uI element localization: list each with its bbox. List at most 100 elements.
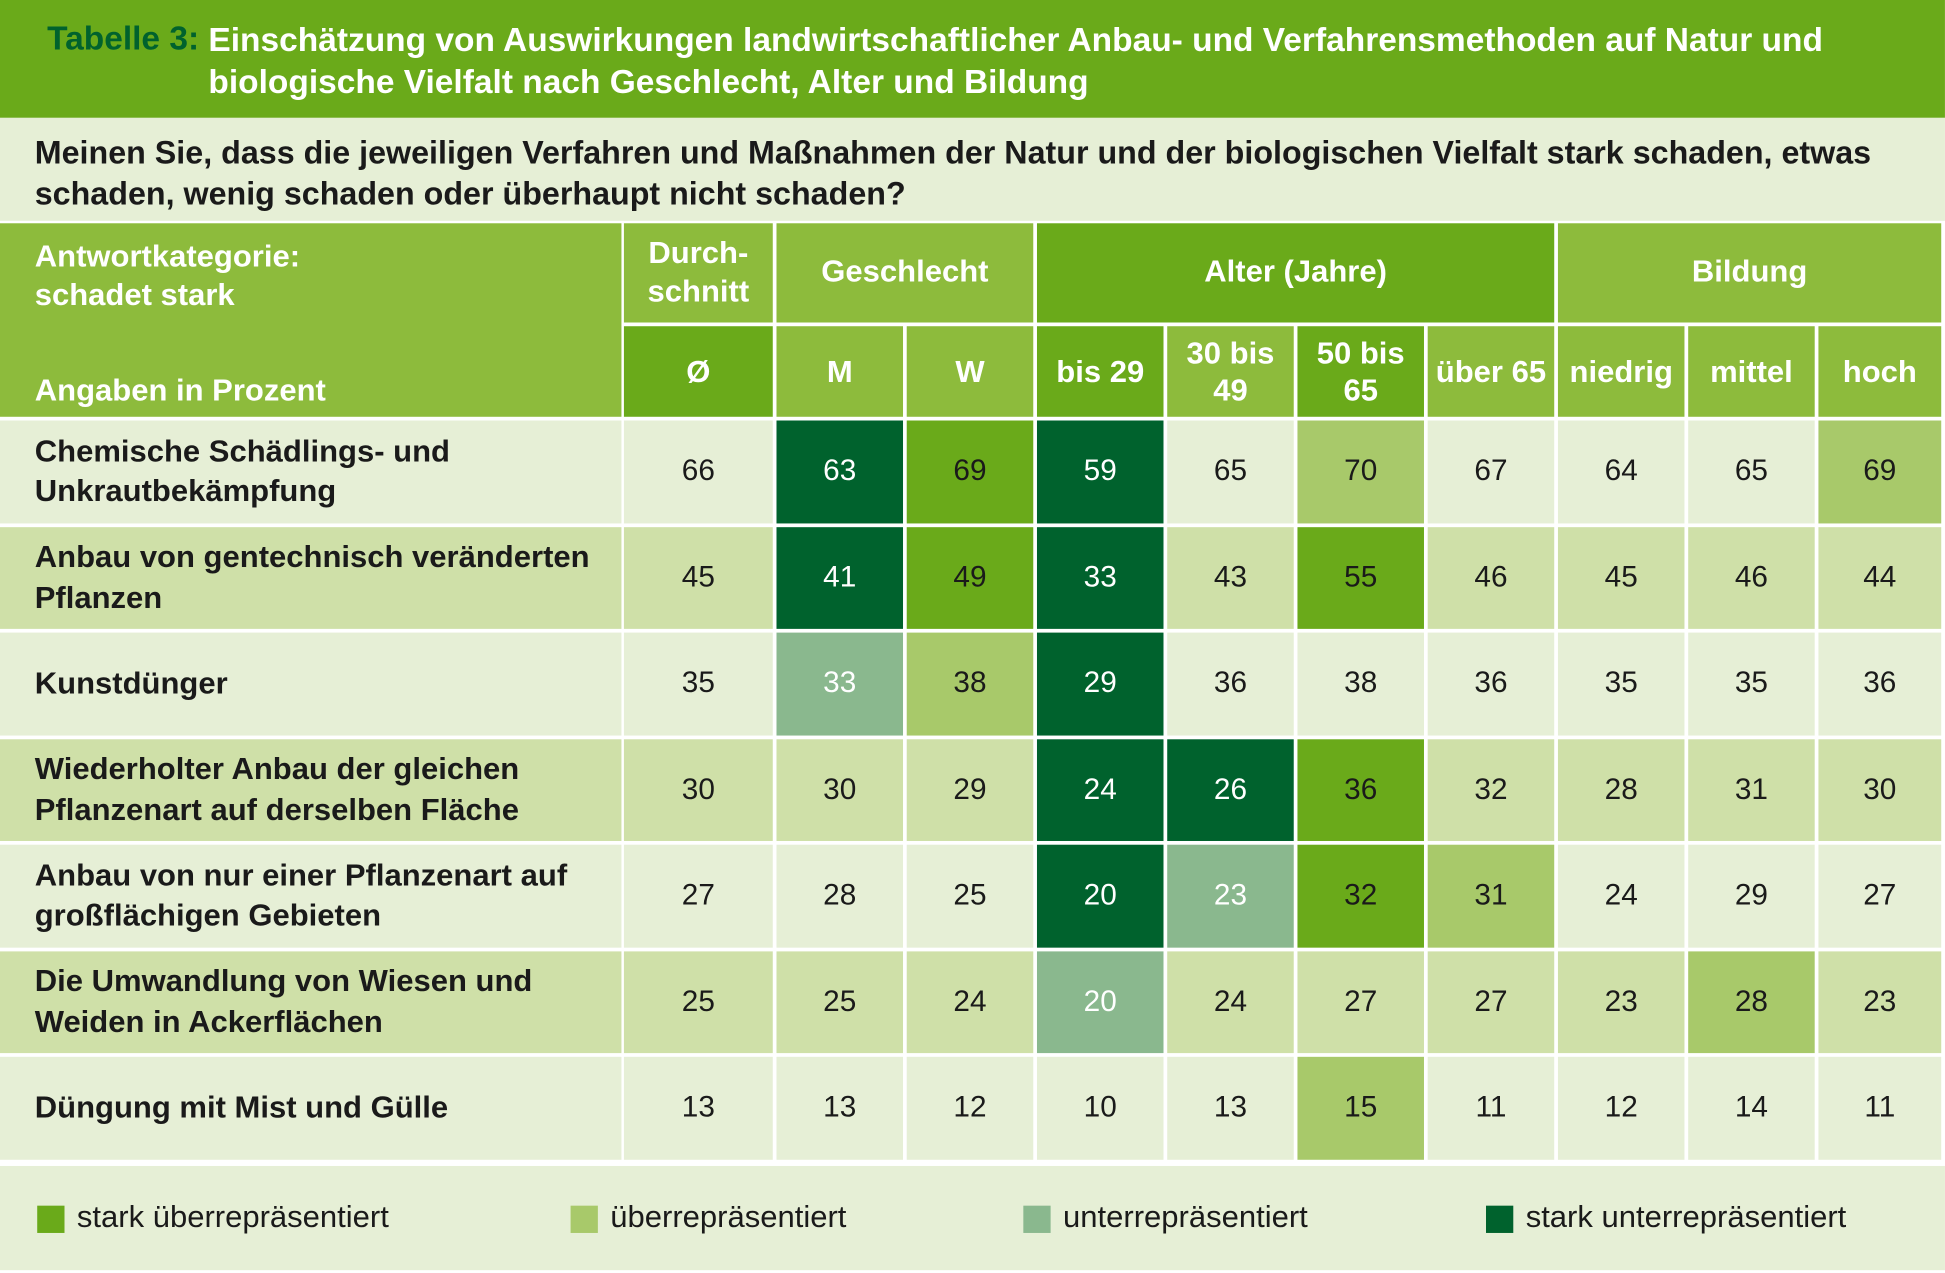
- value-cell: 38: [1297, 632, 1424, 735]
- value-cell: 44: [1818, 526, 1942, 629]
- legend-label: überrepräsentiert: [610, 1199, 847, 1235]
- group-header: Geschlecht: [776, 223, 1034, 323]
- corner-unit: Angaben in Prozent: [34, 373, 326, 409]
- value-cell: 20: [1036, 844, 1164, 948]
- value-cell: 49: [906, 526, 1034, 629]
- value-cell: 23: [1167, 844, 1294, 948]
- value-cell: 31: [1427, 844, 1555, 948]
- column-header: über 65: [1427, 326, 1555, 417]
- group-header: Durch­schnitt: [623, 223, 773, 323]
- value-cell: 63: [776, 420, 904, 523]
- row-label: Anbau von gentechnisch veränderten Pflan…: [0, 526, 622, 629]
- legend-label: stark überrepräsentiert: [76, 1199, 389, 1235]
- value-cell: 13: [776, 1056, 904, 1160]
- legend-swatch: [37, 1205, 65, 1233]
- value-cell: 11: [1818, 1056, 1942, 1160]
- value-cell: 23: [1557, 950, 1685, 1054]
- row-label: Anbau von nur einer Pflanzenart auf groß…: [0, 844, 622, 948]
- value-cell: 24: [1557, 844, 1685, 948]
- table-title: Einschätzung von Auswirkungen landwirtsc…: [208, 21, 1823, 101]
- value-cell: 67: [1427, 420, 1555, 523]
- value-cell: 65: [1688, 420, 1815, 523]
- row-label: Kunstdünger: [0, 632, 622, 735]
- value-cell: 20: [1036, 950, 1164, 1054]
- value-cell: 14: [1688, 1056, 1815, 1160]
- group-header: Bildung: [1557, 223, 1942, 323]
- column-header: W: [906, 326, 1034, 417]
- title-bar: Tabelle 3: Einschätzung von Auswirkungen…: [0, 0, 1945, 118]
- row-label: Düngung mit Mist und Gülle: [0, 1056, 622, 1160]
- value-cell: 30: [1818, 738, 1942, 841]
- value-cell: 10: [1036, 1056, 1164, 1160]
- value-cell: 26: [1167, 738, 1294, 841]
- value-cell: 32: [1427, 738, 1555, 841]
- legend-swatch: [570, 1205, 598, 1233]
- value-cell: 27: [1818, 844, 1942, 948]
- value-cell: 32: [1297, 844, 1424, 948]
- group-header: Alter (Jahre): [1036, 223, 1555, 323]
- column-header: 30 bis 49: [1167, 326, 1294, 417]
- row-label: Wiederholter Anbau der gleichen Pflanzen…: [0, 738, 622, 841]
- value-cell: 29: [1688, 844, 1815, 948]
- value-cell: 15: [1297, 1056, 1424, 1160]
- question: Meinen Sie, dass die jeweiligen Verfahre…: [0, 117, 1945, 221]
- value-cell: 13: [1167, 1056, 1294, 1160]
- value-cell: 35: [1688, 632, 1815, 735]
- value-cell: 13: [623, 1056, 773, 1160]
- value-cell: 36: [1167, 632, 1294, 735]
- value-cell: 24: [1036, 738, 1164, 841]
- value-cell: 23: [1818, 950, 1942, 1054]
- value-cell: 11: [1427, 1056, 1555, 1160]
- value-cell: 59: [1036, 420, 1164, 523]
- value-cell: 30: [623, 738, 773, 841]
- value-cell: 24: [1167, 950, 1294, 1054]
- value-cell: 30: [776, 738, 904, 841]
- column-header: hoch: [1818, 326, 1942, 417]
- value-cell: 12: [906, 1056, 1034, 1160]
- value-cell: 46: [1427, 526, 1555, 629]
- value-cell: 29: [1036, 632, 1164, 735]
- table-label: Tabelle 3:: [47, 19, 200, 58]
- value-cell: 36: [1818, 632, 1942, 735]
- row-label: Chemische Schädlings- und Unkrautbekämpf…: [0, 420, 622, 523]
- legend-swatch: [1485, 1205, 1514, 1233]
- value-cell: 27: [1297, 950, 1424, 1054]
- value-cell: 25: [623, 950, 773, 1054]
- value-cell: 24: [906, 950, 1034, 1054]
- value-cell: 43: [1167, 526, 1294, 629]
- value-cell: 28: [1688, 950, 1815, 1054]
- value-cell: 12: [1557, 1056, 1685, 1160]
- value-cell: 45: [623, 526, 773, 629]
- column-header: bis 29: [1036, 326, 1164, 417]
- value-cell: 35: [623, 632, 773, 735]
- value-cell: 25: [776, 950, 904, 1054]
- value-cell: 29: [906, 738, 1034, 841]
- value-cell: 45: [1557, 526, 1685, 629]
- row-label: Die Umwandlung von Wiesen und Weiden in …: [0, 950, 622, 1054]
- legend: stark überrepräsentiert überrepräsentiert…: [0, 1165, 1945, 1271]
- column-header: 50 bis 65: [1297, 326, 1424, 417]
- column-header: M: [776, 326, 904, 417]
- value-cell: 64: [1557, 420, 1685, 523]
- value-cell: 69: [1818, 420, 1942, 523]
- value-cell: 33: [776, 632, 904, 735]
- column-header: niedrig: [1557, 326, 1685, 417]
- value-cell: 25: [906, 844, 1034, 948]
- legend-swatch: [1023, 1205, 1051, 1233]
- value-cell: 55: [1297, 526, 1424, 629]
- value-cell: 66: [623, 420, 773, 523]
- value-cell: 70: [1297, 420, 1424, 523]
- value-cell: 38: [906, 632, 1034, 735]
- value-cell: 31: [1688, 738, 1815, 841]
- value-cell: 28: [1557, 738, 1685, 841]
- value-cell: 33: [1036, 526, 1164, 629]
- corner-category: Antwortkategorie: schadet stark: [34, 239, 301, 313]
- column-header: mittel: [1688, 326, 1815, 417]
- value-cell: 35: [1557, 632, 1685, 735]
- legend-label: unterrepräsentiert: [1063, 1199, 1308, 1235]
- value-cell: 27: [623, 844, 773, 948]
- corner-cell: Antwortkategorie: schadet stark Angaben …: [0, 223, 622, 417]
- value-cell: 69: [906, 420, 1034, 523]
- value-cell: 65: [1167, 420, 1294, 523]
